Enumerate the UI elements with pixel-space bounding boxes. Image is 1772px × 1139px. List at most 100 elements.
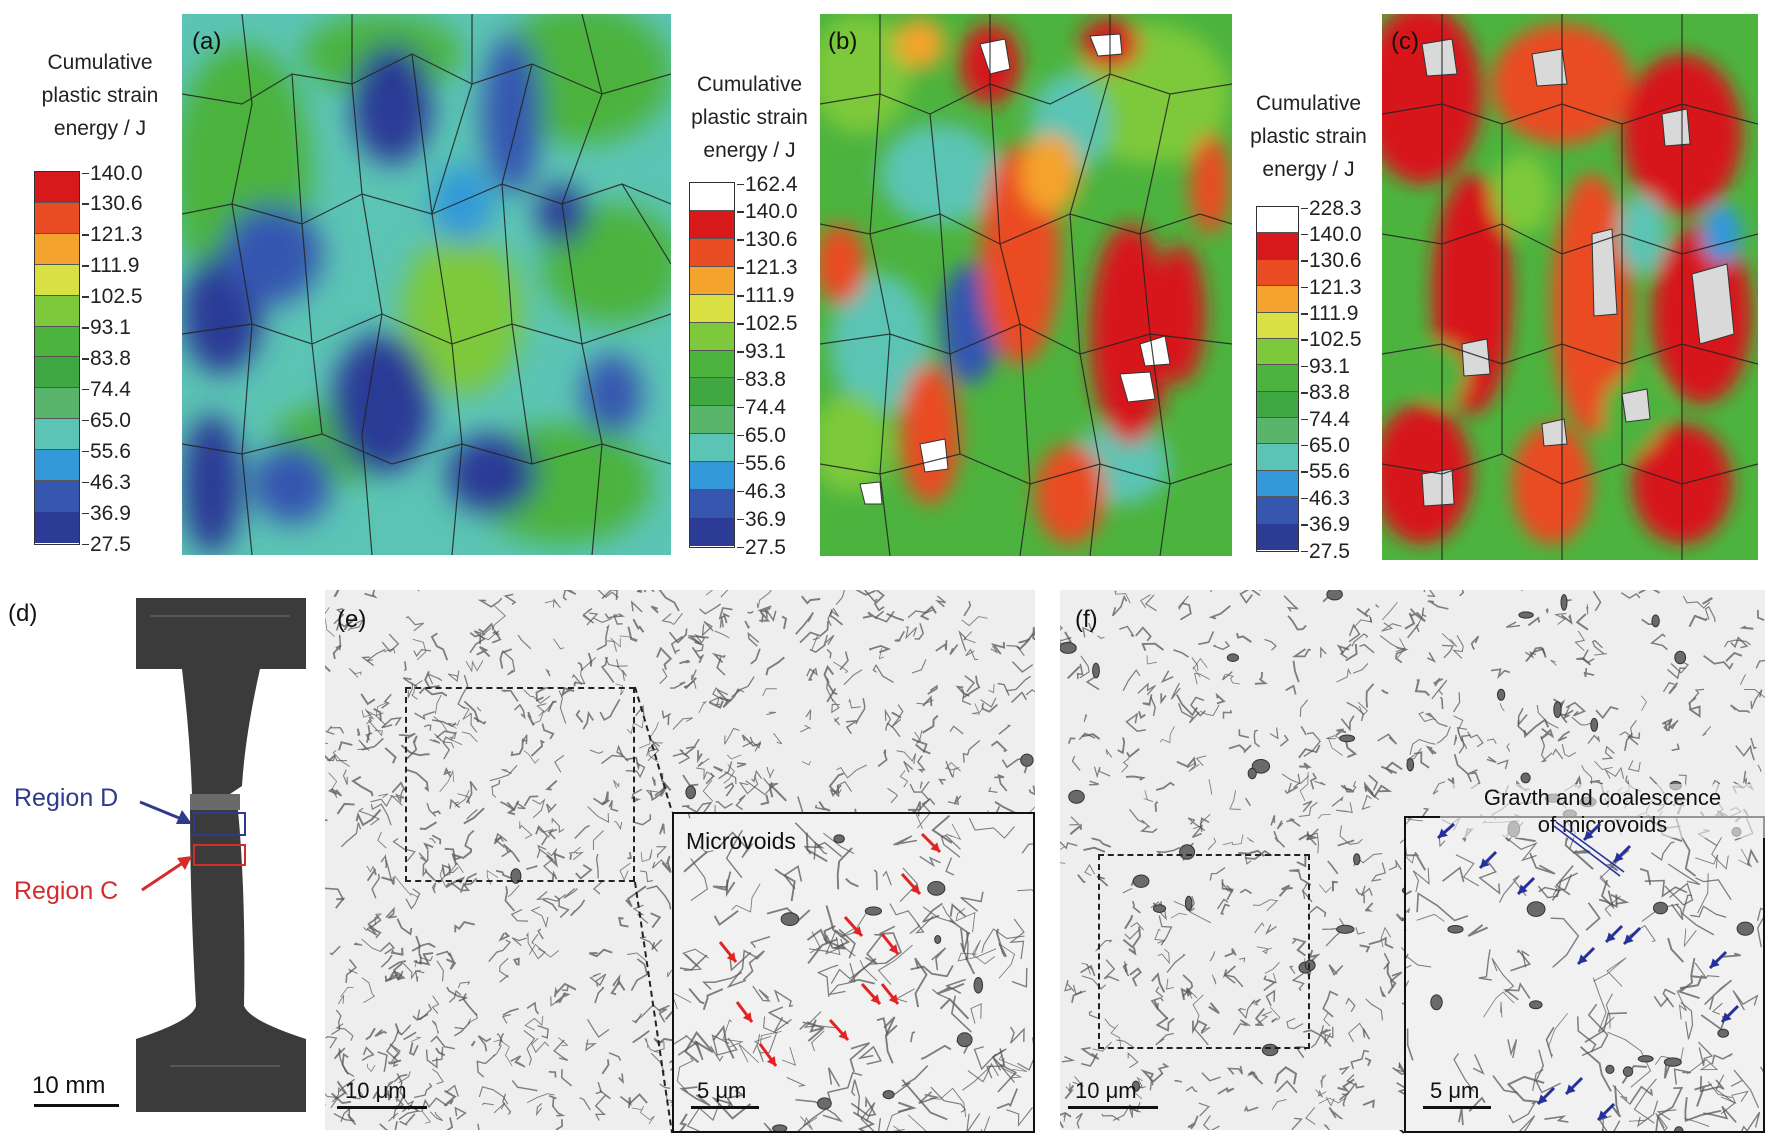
panel-b-label: (b)	[828, 28, 858, 55]
colorbar-c-swatch	[1257, 233, 1298, 260]
colorbar-c-tick: 130.6	[1301, 249, 1362, 273]
colorbar-c	[1256, 206, 1299, 552]
colorbar-a-swatch	[35, 450, 79, 482]
colorbar-c-swatch	[1257, 391, 1298, 418]
colorbar-b-title-line1: Cumulative	[696, 73, 803, 96]
colorbar-a-title-line3: energy / J	[53, 117, 147, 140]
region-c-box	[193, 844, 246, 866]
colorbar-b-swatch	[690, 238, 734, 267]
colorbar-b-swatch	[690, 266, 734, 295]
colorbar-b-swatch	[690, 350, 734, 379]
panel-a-strain-map	[182, 14, 671, 555]
panel-e-label: (e)	[337, 606, 367, 633]
colorbar-c-swatch	[1257, 338, 1298, 366]
colorbar-c-tick: 74.4	[1301, 407, 1350, 431]
colorbar-b-swatch	[690, 322, 734, 351]
inset-f	[1404, 816, 1765, 1133]
colorbar-a-tick: 46.3	[82, 470, 131, 494]
region-d-box	[193, 812, 246, 836]
panel-d-label: (d)	[8, 600, 38, 627]
colorbar-b-swatch	[690, 518, 734, 546]
inset-f-label: Gravth and coalescence of microvoids	[1440, 784, 1765, 838]
colorbar-c-tick: 93.1	[1301, 354, 1350, 378]
colorbar-a-tick: 93.1	[82, 316, 131, 340]
colorbar-a-tick: 55.6	[82, 439, 131, 463]
colorbar-b-tick: 55.6	[737, 451, 786, 475]
colorbar-a-swatch	[35, 511, 79, 543]
colorbar-c-swatch	[1257, 470, 1298, 498]
colorbar-b-swatch	[690, 406, 734, 435]
panel-f-label: (f)	[1075, 606, 1098, 633]
colorbar-a-tick: 36.9	[82, 501, 131, 525]
colorbar-c-swatch	[1257, 207, 1298, 234]
inset-e-label: Microvoids	[686, 828, 796, 854]
colorbar-c-title-line1: Cumulative	[1255, 92, 1362, 115]
colorbar-b	[689, 182, 735, 548]
inset-e-scale-bar	[691, 1106, 759, 1109]
inset-e-texture	[674, 814, 1033, 1131]
panel-b-strain-map	[820, 14, 1232, 556]
colorbar-a-swatch	[35, 357, 79, 389]
zoom-region-f	[1098, 854, 1310, 1049]
colorbar-b-tick: 93.1	[737, 340, 786, 364]
colorbar-b-tick: 140.0	[737, 200, 798, 224]
colorbar-a-swatch	[35, 295, 79, 327]
colorbar-b-title: Cumulative plastic strain energy / J	[668, 68, 831, 167]
colorbar-c-tick: 55.6	[1301, 460, 1350, 484]
colorbar-b-tick: 83.8	[737, 367, 786, 391]
panel-c-strain-map	[1382, 14, 1758, 560]
colorbar-a-tick: 74.4	[82, 377, 131, 401]
colorbar-b-swatch	[690, 210, 734, 239]
inset-e-scale-label: 5 μm	[697, 1078, 747, 1103]
colorbar-a-swatch	[35, 202, 79, 234]
colorbar-b-tick: 36.9	[737, 507, 786, 531]
colorbar-c-tick: 102.5	[1301, 328, 1362, 352]
colorbar-a-tick: 130.6	[82, 192, 143, 216]
colorbar-b-tick: 162.4	[737, 172, 798, 196]
colorbar-b-tick: 121.3	[737, 256, 798, 280]
colorbar-b-swatch	[690, 378, 734, 407]
colorbar-c-tick: 36.9	[1301, 513, 1350, 537]
region-d-label: Region D	[14, 784, 119, 812]
colorbar-a-tick: 27.5	[82, 532, 131, 556]
microvoid-arrows-f	[1437, 821, 1740, 1122]
colorbar-b-tick: 130.6	[737, 228, 798, 252]
colorbar-b-swatch	[690, 434, 734, 463]
inset-e	[672, 812, 1035, 1133]
colorbar-c-tick: 65.0	[1301, 433, 1350, 457]
colorbar-a-tick: 65.0	[82, 408, 131, 432]
micrograph-e-scale-bar	[337, 1106, 427, 1109]
colorbar-c-swatch	[1257, 312, 1298, 339]
specimen-scale-label: 10 mm	[32, 1072, 106, 1099]
colorbar-a-title-line2: plastic strain	[41, 84, 159, 107]
strain-map-b	[820, 14, 1232, 556]
colorbar-a-title: Cumulative plastic strain energy / J	[20, 46, 180, 145]
micrograph-e-scale-label: 10 μm	[345, 1078, 407, 1103]
zoom-region-e	[405, 687, 635, 882]
colorbar-b-title-line3: energy / J	[703, 139, 796, 162]
specimen-scale-bar	[34, 1104, 119, 1107]
colorbar-c-tick: 228.3	[1301, 196, 1362, 220]
colorbar-a-tick: 102.5	[82, 285, 143, 309]
colorbar-b-tick: 111.9	[736, 284, 795, 308]
colorbar-c-title: Cumulative plastic strain energy / J	[1236, 87, 1381, 186]
strain-map-a	[182, 14, 671, 555]
colorbar-b-swatch	[690, 294, 734, 323]
colorbar-b-swatch	[690, 462, 734, 491]
panel-c-label: (c)	[1391, 28, 1419, 55]
colorbar-c-title-line2: plastic strain	[1250, 125, 1367, 148]
strain-map-c	[1382, 14, 1758, 560]
colorbar-c-tick: 46.3	[1301, 486, 1350, 510]
region-c-label: Region C	[14, 877, 119, 905]
colorbar-c-tick: 121.3	[1301, 275, 1362, 299]
colorbar-c-swatch	[1257, 286, 1298, 313]
colorbar-a-swatch	[35, 481, 79, 512]
inset-f-scale-bar	[1423, 1106, 1491, 1109]
colorbar-c-swatch	[1257, 497, 1298, 524]
colorbar-c-swatch	[1257, 259, 1298, 287]
colorbar-a-swatch	[35, 172, 79, 203]
colorbar-a-title-line1: Cumulative	[47, 51, 153, 74]
micrograph-f-scale-label: 10 μm	[1075, 1078, 1137, 1103]
colorbar-a-swatch	[35, 264, 79, 296]
colorbar-c-tick: 83.8	[1301, 381, 1350, 405]
